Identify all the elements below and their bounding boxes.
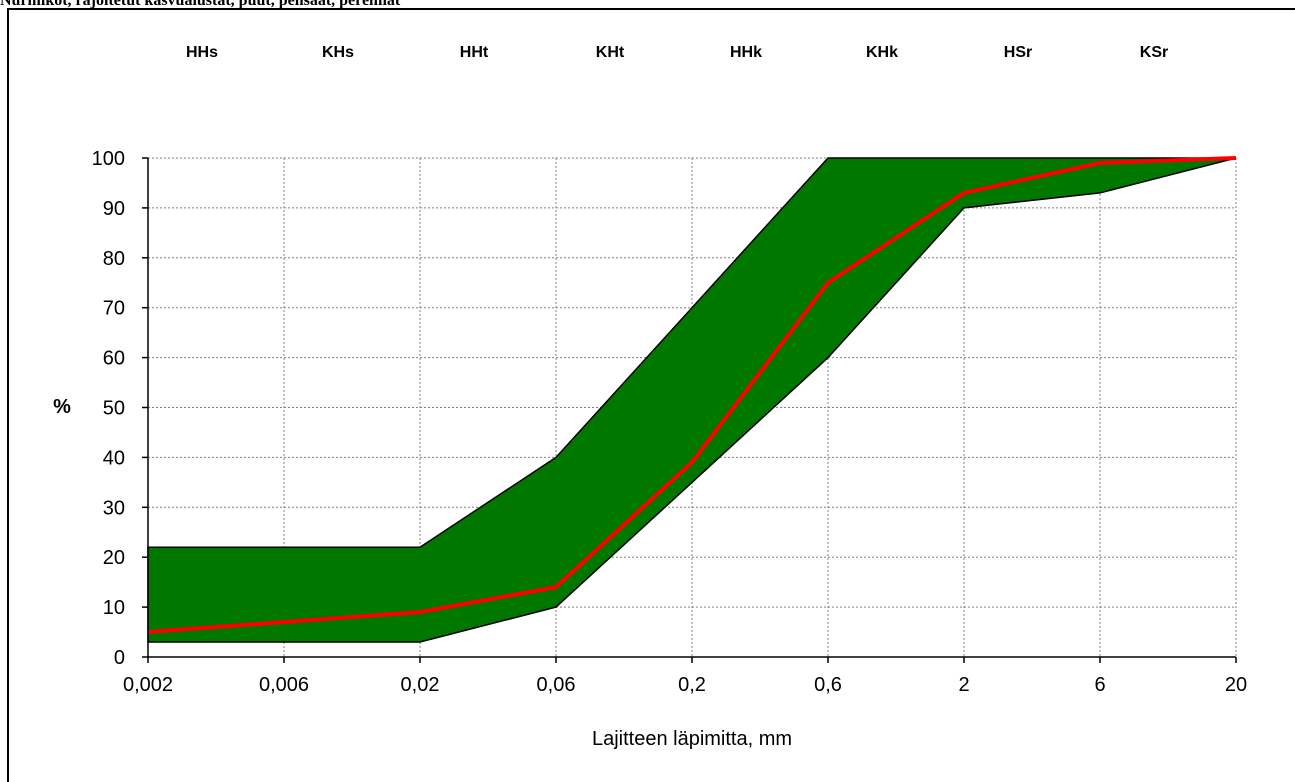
y-tick-label: 80: [103, 248, 125, 270]
axes: [142, 157, 1237, 663]
x-tick-label: 0,002: [123, 674, 173, 696]
fraction-labels: HHs KHs HHt KHt HHk KHk HSr KSr: [186, 44, 1168, 61]
x-tick-label: 0,02: [401, 674, 440, 696]
axis-labels: 0 10 20 30 40 50 60 70 80 90 100 0,002 0,006 0,02 0,06…: [92, 148, 1248, 696]
grading-band-area: [147, 157, 1237, 643]
x-tick-label: 0,2: [678, 674, 706, 696]
fraction-label: KHs: [322, 44, 354, 61]
fraction-label: KHk: [866, 44, 898, 61]
fraction-label: HHs: [186, 44, 218, 61]
x-tick-label: 20: [1225, 674, 1247, 696]
x-tick-label: 0,6: [814, 674, 842, 696]
y-axis-label: %: [53, 396, 71, 418]
fraction-label: HSr: [1004, 44, 1032, 61]
x-axis-label: Lajitteen läpimitta, mm: [592, 728, 792, 750]
y-tick-label: 20: [103, 547, 125, 569]
fraction-label: KSr: [1140, 44, 1168, 61]
chart-title: Nurmikot, rajoitetut kasvualustat, puut,…: [0, 0, 401, 9]
grading-curve-line: [147, 156, 1237, 634]
y-tick-label: 30: [103, 497, 125, 519]
y-tick-label: 100: [92, 148, 125, 170]
fraction-label: HHt: [460, 44, 489, 61]
y-tick-label: 90: [103, 198, 125, 220]
fraction-label: KHt: [596, 44, 625, 61]
y-tick-label: 70: [103, 298, 125, 320]
y-tick-label: 0: [114, 647, 125, 669]
chart-frame: [7, 8, 1295, 782]
y-tick-label: 60: [103, 348, 125, 370]
x-tick-label: 0,006: [259, 674, 309, 696]
y-tick-label: 40: [103, 447, 125, 469]
x-tick-label: 6: [1094, 674, 1105, 696]
x-tick-label: 2: [958, 674, 969, 696]
fraction-label: HHk: [730, 44, 762, 61]
y-tick-label: 50: [103, 398, 125, 420]
x-tick-label: 0,06: [537, 674, 576, 696]
y-tick-label: 10: [103, 597, 125, 619]
